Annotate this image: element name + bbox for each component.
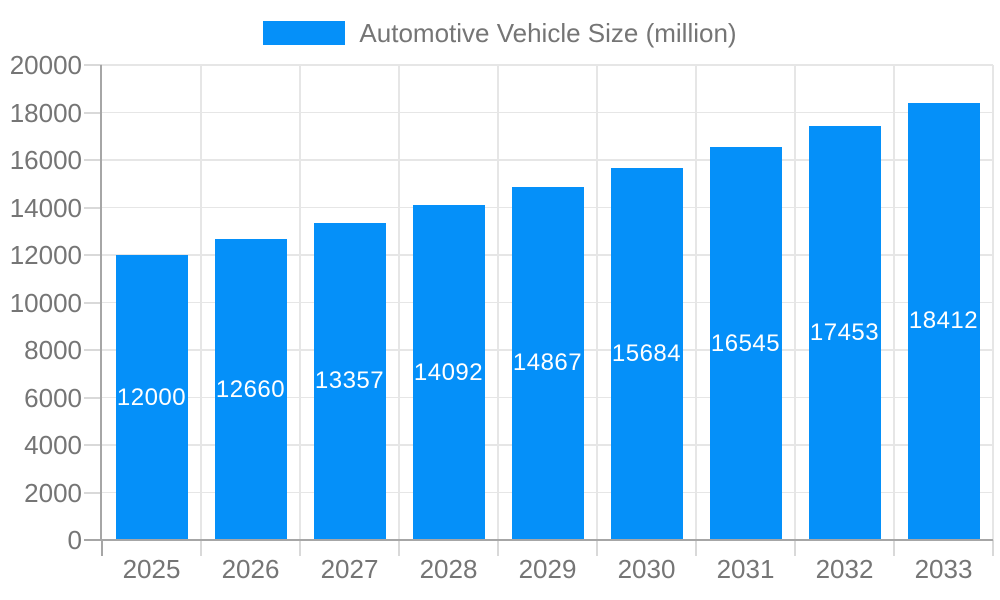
x-tick <box>200 540 202 556</box>
v-gridline <box>398 65 400 540</box>
bar-2029[interactable]: 14867 <box>511 186 584 540</box>
bar-value-label: 16545 <box>710 329 781 357</box>
x-axis-label: 2029 <box>518 554 577 584</box>
legend-item[interactable]: Automotive Vehicle Size (million) <box>0 19 1000 48</box>
x-tick <box>695 540 697 556</box>
x-axis-label: 2027 <box>320 554 379 584</box>
v-gridline <box>596 65 598 540</box>
v-gridline <box>992 65 994 540</box>
y-axis-label: 4000 <box>24 430 82 460</box>
h-gridline <box>102 64 993 66</box>
x-axis-label: 2028 <box>419 554 478 584</box>
legend-swatch-icon <box>263 21 346 46</box>
y-tick <box>84 396 102 399</box>
y-tick <box>84 159 102 161</box>
y-axis-label: 16000 <box>9 145 82 175</box>
bar-value-label: 18412 <box>908 307 979 335</box>
bar-2031[interactable]: 16545 <box>709 147 782 540</box>
x-axis-label: 2033 <box>914 554 973 584</box>
bar-2025[interactable]: 12000 <box>115 255 188 540</box>
bar-value-label: 12660 <box>215 375 286 403</box>
y-tick <box>84 491 102 494</box>
bar-value-label: 12000 <box>116 383 187 411</box>
y-axis-label: 12000 <box>9 240 82 270</box>
x-tick <box>101 540 103 556</box>
bar-value-label: 17453 <box>809 318 880 346</box>
y-axis-label: 6000 <box>24 382 82 413</box>
v-gridline <box>893 65 895 540</box>
x-tick <box>794 540 796 556</box>
bar-2026[interactable]: 12660 <box>214 239 287 540</box>
x-axis-label: 2025 <box>122 554 181 584</box>
x-axis-line <box>84 539 993 541</box>
bar-value-label: 15684 <box>611 339 682 367</box>
y-tick <box>84 301 102 304</box>
bar-2030[interactable]: 15684 <box>610 167 683 540</box>
y-axis-label: 8000 <box>24 335 82 365</box>
y-axis-label: 2000 <box>24 477 82 508</box>
x-axis-label: 2032 <box>815 554 874 584</box>
y-tick <box>84 444 102 446</box>
bar-2027[interactable]: 13357 <box>313 222 386 540</box>
x-axis-label: 2031 <box>716 554 775 584</box>
x-axis-label: 2026 <box>221 554 280 584</box>
y-axis-label: 18000 <box>9 97 82 128</box>
v-gridline <box>497 65 499 540</box>
y-axis-label: 10000 <box>9 287 82 318</box>
y-axis-label: 20000 <box>9 50 82 80</box>
plot-area: 12000 12660 13357 14092 14867 15684 16545 17453… <box>102 64 994 540</box>
y-tick <box>84 206 102 209</box>
x-tick <box>497 540 499 556</box>
x-tick <box>992 540 994 556</box>
x-tick <box>893 540 895 556</box>
x-tick <box>299 540 301 556</box>
y-axis-line <box>100 65 102 540</box>
y-tick <box>84 64 102 66</box>
y-tick <box>84 349 102 351</box>
h-gridline <box>102 111 993 114</box>
bar-value-label: 13357 <box>314 367 385 395</box>
y-tick <box>84 254 102 256</box>
x-tick <box>596 540 598 556</box>
y-tick <box>84 111 102 114</box>
y-axis-label: 0 <box>67 525 82 555</box>
v-gridline <box>299 65 301 540</box>
bar-2028[interactable]: 14092 <box>412 205 485 540</box>
legend-label: Automotive Vehicle Size (million) <box>359 18 737 48</box>
bar-value-label: 14867 <box>512 349 583 377</box>
bar-2033[interactable]: 18412 <box>907 102 980 540</box>
y-axis-label: 14000 <box>9 192 82 223</box>
v-gridline <box>794 65 796 540</box>
x-tick <box>398 540 400 556</box>
x-axis-label: 2030 <box>617 554 676 584</box>
bar-value-label: 14092 <box>413 358 484 386</box>
h-gridline <box>102 159 993 161</box>
v-gridline <box>200 65 202 540</box>
v-gridline <box>695 65 697 540</box>
bar-2032[interactable]: 17453 <box>808 125 881 540</box>
